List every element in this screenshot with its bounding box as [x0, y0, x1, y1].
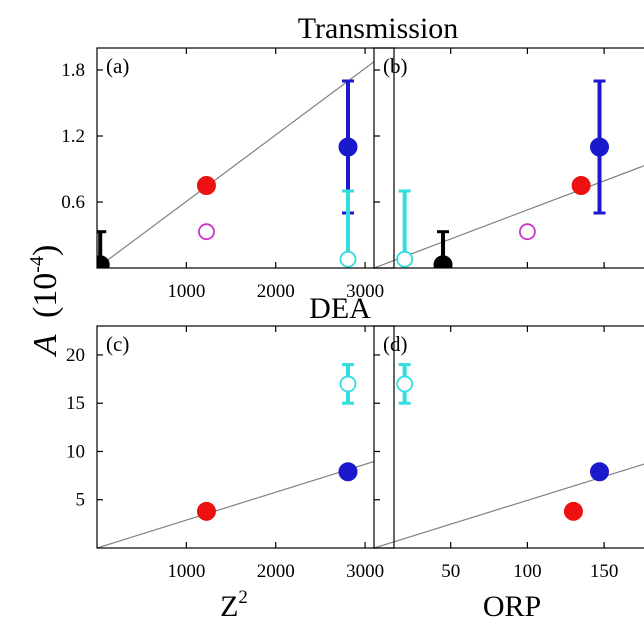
- y-tick-label: 1.2: [61, 126, 85, 147]
- panel-b: [374, 79, 644, 268]
- panel-label-d: (d): [383, 332, 408, 356]
- data-point-blue: [338, 462, 358, 482]
- panel-c: [97, 363, 374, 548]
- data-point-red: [196, 501, 216, 521]
- fit-line: [97, 460, 374, 548]
- panel-d: [374, 363, 644, 548]
- x-tick-label: 1000: [167, 561, 205, 582]
- panel-label-c: (c): [106, 332, 129, 356]
- data-point-open-cyan: [339, 375, 357, 393]
- panel-label-b: (b): [383, 54, 408, 78]
- x-tick-label: 150: [590, 561, 619, 582]
- panel-frame: [373, 325, 644, 549]
- panel-frame: [373, 47, 644, 269]
- panel-a: [97, 60, 374, 268]
- x-axis-label-orp: ORP: [483, 590, 541, 623]
- y-axis-label: A (10-4): [26, 245, 64, 358]
- x-tick-label: 2000: [257, 281, 295, 302]
- x-tick-label: 2000: [257, 561, 295, 582]
- y-axis-label-exponent: -4: [26, 256, 48, 273]
- y-tick-label: 20: [66, 345, 85, 366]
- x-tick-label: 50: [441, 561, 460, 582]
- axes-layer: 1000 2000 3000 0.6 1.2 1.8 (a) (b) 1000 2000 3000 5…: [61, 47, 644, 582]
- data-point-red: [571, 176, 591, 195]
- panel-frame: [96, 325, 395, 549]
- x-tick-label: 3000: [346, 561, 384, 582]
- y-axis-label-unit: (10: [27, 273, 64, 318]
- x-tick-label: 1000: [167, 281, 205, 302]
- data-point-red: [563, 501, 583, 521]
- data-point-open-magenta: [519, 223, 536, 241]
- x-axis-label-z2-base: Z: [220, 590, 238, 623]
- panel-label-a: (a): [106, 54, 129, 78]
- fit-line: [374, 165, 644, 268]
- row-title-transmission: Transmission: [298, 12, 459, 45]
- fit-line: [97, 60, 374, 268]
- x-axis-label-z2: Z2: [220, 587, 248, 623]
- y-tick-label: 10: [66, 441, 85, 462]
- y-tick-label: 0.6: [61, 192, 85, 213]
- data-point-open-cyan: [339, 250, 357, 268]
- panel-frame: [96, 47, 395, 269]
- y-tick-label: 5: [76, 490, 86, 511]
- fit-line: [374, 463, 644, 548]
- x-tick-label: 3000: [346, 281, 384, 302]
- data-point-black: [433, 255, 453, 268]
- data-point-open-magenta: [198, 223, 215, 241]
- data-point-blue: [590, 462, 610, 482]
- data-point-black: [97, 255, 110, 268]
- row-title-dea: DEA: [309, 292, 371, 325]
- data-point-open-cyan: [396, 250, 414, 268]
- y-axis-label-symbol: A: [27, 334, 64, 357]
- data-point-blue: [338, 137, 358, 157]
- y-tick-label: 1.8: [61, 60, 85, 81]
- data-point-red: [196, 176, 216, 195]
- data-point-open-cyan: [396, 375, 414, 393]
- y-axis-label-close: ): [27, 245, 64, 256]
- x-axis-label-z2-sup: 2: [238, 587, 248, 608]
- x-tick-label: 100: [513, 561, 542, 582]
- data-point-blue: [590, 137, 610, 157]
- y-tick-label: 15: [66, 393, 85, 414]
